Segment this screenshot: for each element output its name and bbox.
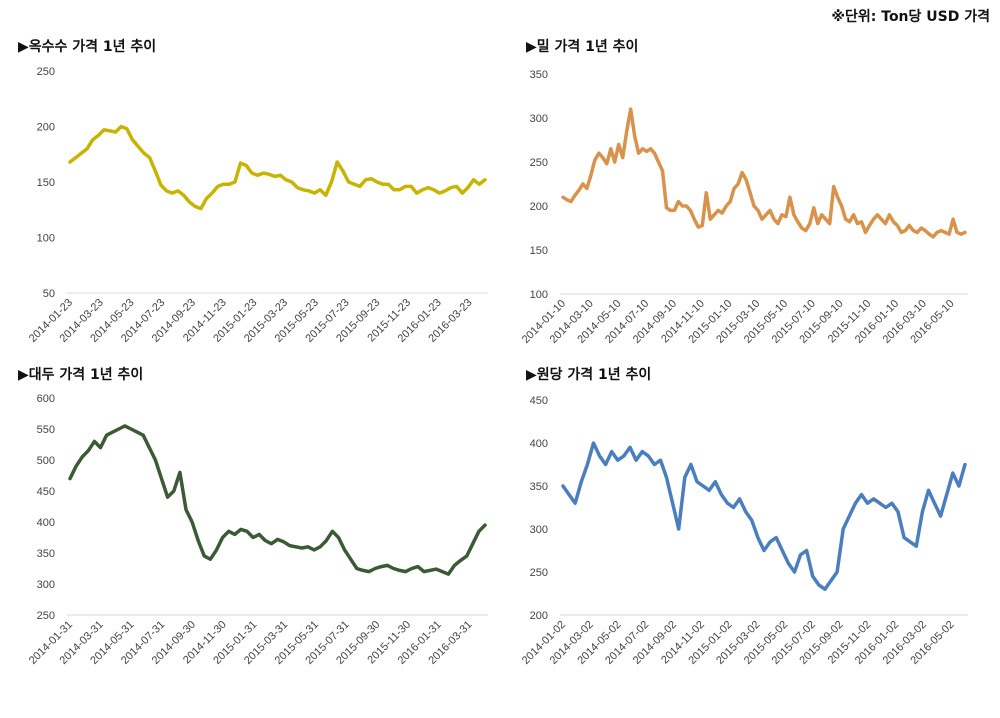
y-tick-label: 300: [37, 579, 55, 591]
chart-title: ▶밀 가격 1년 추이: [526, 39, 639, 55]
chart-title: ▶옥수수 가격 1년 추이: [18, 39, 157, 55]
y-tick-label: 350: [530, 481, 548, 493]
y-tick-label: 150: [37, 177, 55, 189]
y-tick-label: 400: [530, 438, 548, 450]
y-tick-label: 50: [43, 288, 55, 300]
chart-title: ▶원당 가격 1년 추이: [526, 367, 652, 383]
chart-svg: 1001502002503003502014-01-102014-03-1020…: [520, 69, 968, 346]
y-tick-label: 100: [530, 289, 548, 301]
y-tick-label: 200: [530, 201, 548, 213]
raw-sugar-chart: ▶원당 가격 1년 추이 200 250 300 350 400 450 2014-01-0…: [508, 328, 1000, 687]
y-tick-label: 550: [37, 424, 55, 436]
y-tick-label: 200: [37, 122, 55, 134]
chart-svg: 2503003504004505005506002014-01-312014-0…: [27, 393, 488, 667]
series-line: [68, 124, 487, 211]
y-tick-label: 500: [37, 455, 55, 467]
y-tick-label: 250: [530, 157, 548, 169]
y-tick-label: 600: [37, 393, 55, 405]
chart-svg: 2002503003504004502014-01-022014-03-0220…: [520, 395, 968, 667]
y-tick-label: 400: [37, 517, 55, 529]
y-tick-label: 250: [530, 567, 548, 579]
y-tick-label: 300: [530, 524, 548, 536]
y-tick-label: 250: [37, 610, 55, 622]
y-tick-label: 350: [530, 69, 548, 81]
y-tick-label: 450: [37, 486, 55, 498]
soybean-chart: ▶대두 가격 1년 추이 250 300 350 400 450 500 550 600 201…: [0, 328, 500, 687]
series-line: [68, 424, 487, 576]
unit-note: ※단위: Ton당 USD 가격: [831, 9, 990, 25]
y-tick-label: 300: [530, 113, 548, 125]
corn-chart: ▶옥수수 가격 1년 추이 50 100 150 200 250 2014-01-23 20…: [0, 0, 500, 359]
wheat-chart: ▶밀 가격 1년 추이 100 150 200 250 300 350 2014-01-10…: [508, 0, 1000, 359]
chart-title: ▶대두 가격 1년 추이: [18, 367, 144, 383]
y-tick-label: 350: [37, 548, 55, 560]
y-tick-label: 100: [37, 233, 55, 245]
series-line: [561, 441, 967, 591]
y-tick-label: 250: [37, 66, 55, 78]
y-tick-label: 150: [530, 245, 548, 257]
chart-svg: 501001502002502014-01-232014-03-232014-0…: [27, 66, 488, 345]
y-tick-label: 200: [530, 610, 548, 622]
y-tick-label: 450: [530, 395, 548, 407]
series-line: [561, 107, 967, 239]
